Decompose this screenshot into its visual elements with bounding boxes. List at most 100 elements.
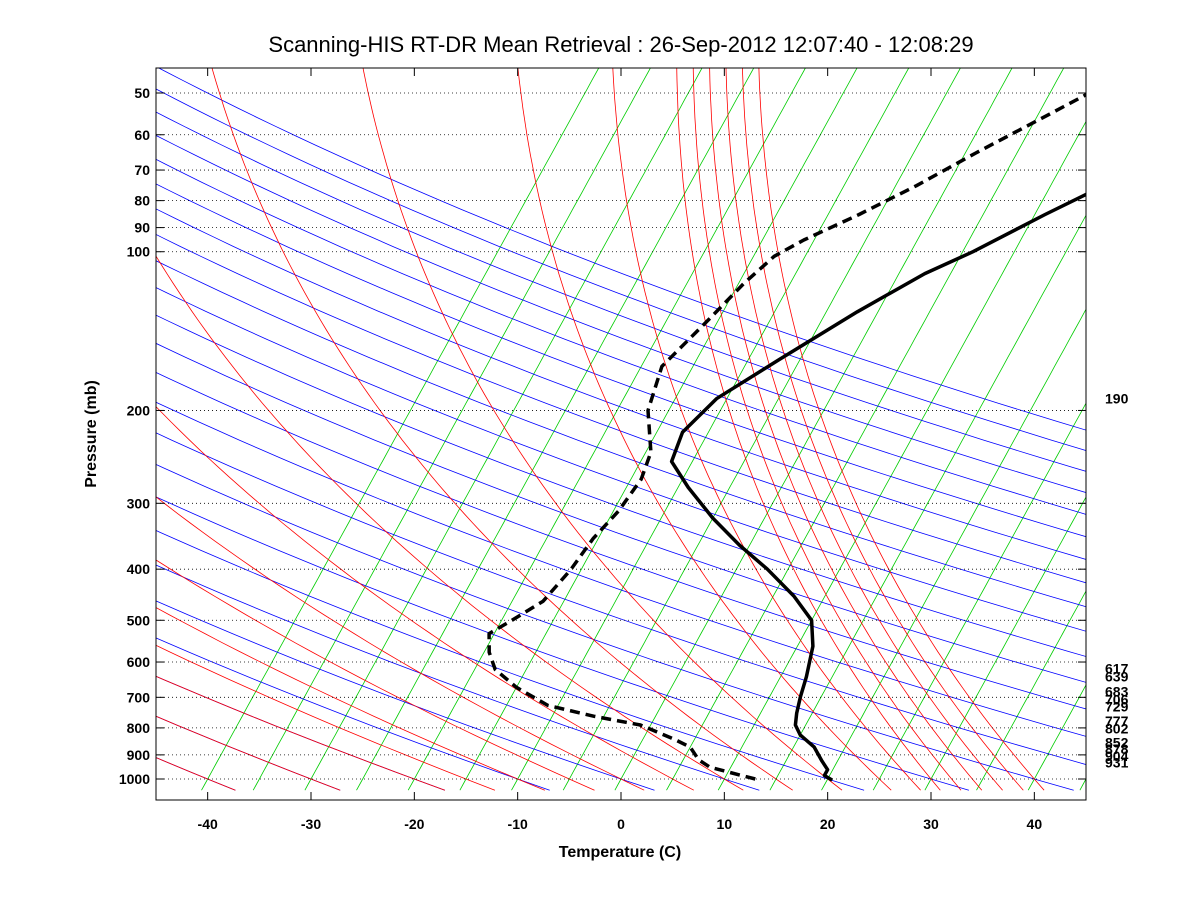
mixing-ratio-line-5 bbox=[459, 68, 858, 791]
x-tick-label: -20 bbox=[404, 816, 424, 832]
sounding-series bbox=[487, 92, 1086, 782]
y-tick-label: 900 bbox=[127, 747, 151, 763]
x-tick-label: -10 bbox=[508, 816, 528, 832]
x-tick-label: 10 bbox=[717, 816, 733, 832]
dry-adiabat-13 bbox=[156, 314, 1086, 657]
y-tick-label: 800 bbox=[127, 720, 151, 736]
dry-adiabat-8 bbox=[156, 463, 1074, 791]
dry-adiabat-1 bbox=[156, 715, 341, 791]
x-axis-label: Temperature (C) bbox=[559, 844, 681, 861]
background-lines bbox=[156, 53, 1200, 791]
x-axis: -40 -30 -20 -10 0 10 20 30 40 bbox=[198, 68, 1043, 832]
mixing-ratio-line-9 bbox=[666, 68, 1065, 791]
mixing-ratio-line-19 bbox=[1183, 53, 1200, 790]
side-label: 639 bbox=[1105, 668, 1129, 684]
x-tick-label: 40 bbox=[1027, 816, 1043, 832]
y-axis-label: Pressure (mb) bbox=[83, 380, 100, 488]
side-label: 852 bbox=[1105, 734, 1129, 750]
pressure-gridlines bbox=[156, 92, 1086, 780]
side-label: 777 bbox=[1105, 713, 1129, 729]
dry-adiabat-15 bbox=[156, 260, 1086, 608]
y-tick-label: 300 bbox=[127, 495, 151, 511]
x-tick-label: 0 bbox=[617, 816, 625, 832]
y-tick-label: 700 bbox=[127, 689, 151, 705]
dry-adiabat-16 bbox=[156, 234, 1086, 584]
moist-adiabat-6 bbox=[156, 496, 645, 791]
side-label: 802 bbox=[1105, 720, 1129, 736]
mixing-ratio-line-8 bbox=[614, 68, 1013, 791]
moist-adiabat-5 bbox=[156, 559, 595, 791]
dry-adiabat-17 bbox=[156, 208, 1086, 560]
moist-adiabat-2 bbox=[156, 675, 446, 791]
moist-adiabat-11 bbox=[517, 68, 892, 791]
mixing-ratio-line-3 bbox=[356, 68, 755, 791]
side-label: 904 bbox=[1105, 748, 1129, 764]
y-tick-label: 70 bbox=[134, 162, 150, 178]
x-tick-label: 20 bbox=[820, 816, 836, 832]
dry-adiabat-7 bbox=[156, 496, 970, 791]
x-tick-label: 30 bbox=[923, 816, 939, 832]
y-tick-label: 90 bbox=[134, 220, 150, 236]
y-tick-label: 100 bbox=[127, 244, 151, 260]
plot-frame bbox=[155, 67, 1087, 801]
dry-adiabat-20 bbox=[156, 134, 1086, 494]
mixing-ratio-line-13 bbox=[872, 402, 1086, 791]
dry-adiabat-9 bbox=[156, 432, 1086, 765]
mixing-ratio-line-2 bbox=[304, 68, 703, 791]
dry-adiabat-19 bbox=[156, 158, 1086, 515]
mixing-ratio-line-6 bbox=[511, 68, 910, 791]
mixing-ratio-line-7 bbox=[562, 68, 961, 791]
moist-adiabat-18 bbox=[758, 68, 1045, 791]
y-tick-label: 50 bbox=[134, 85, 150, 101]
y-axis: 50 60 70 80 90 100 200 300 400 500 600 700 800 900 100… bbox=[119, 85, 1086, 787]
dry-adiabat-23 bbox=[157, 68, 1086, 431]
side-label: 706 bbox=[1105, 691, 1129, 707]
dry-adiabat-4 bbox=[156, 600, 655, 791]
x-tick-label: -40 bbox=[198, 816, 218, 832]
moist-adiabat-15 bbox=[709, 68, 983, 791]
dewpoint-line bbox=[487, 92, 1086, 781]
side-label: 931 bbox=[1105, 755, 1129, 771]
dry-adiabat-5 bbox=[156, 564, 760, 791]
mixing-ratio-line-14 bbox=[924, 496, 1086, 791]
moist-adiabat-17 bbox=[742, 68, 1024, 791]
side-label: 729 bbox=[1105, 699, 1129, 715]
moist-adiabat-10 bbox=[362, 68, 843, 791]
y-tick-label: 60 bbox=[134, 127, 150, 143]
x-tick-label: -30 bbox=[301, 816, 321, 832]
mixing-ratio-line-1 bbox=[252, 68, 651, 791]
side-label: 878 bbox=[1105, 741, 1129, 757]
moist-adiabat-14 bbox=[692, 68, 962, 791]
dry-adiabat-10 bbox=[156, 401, 1086, 737]
moist-adiabat-13 bbox=[676, 68, 941, 791]
moist-adiabat-9 bbox=[211, 68, 793, 791]
y-tick-label: 1000 bbox=[119, 771, 150, 787]
dry-adiabat-11 bbox=[156, 371, 1086, 710]
y-tick-label: 200 bbox=[127, 402, 151, 418]
dry-adiabat-18 bbox=[156, 183, 1086, 538]
mixing-ratio-line-11 bbox=[769, 214, 1086, 791]
mixing-ratio-line-4 bbox=[407, 68, 806, 791]
dry-adiabat-0 bbox=[156, 757, 236, 791]
dry-adiabat-3 bbox=[156, 637, 550, 791]
temperature-line bbox=[669, 192, 1086, 782]
dry-adiabat-12 bbox=[156, 342, 1086, 683]
mixing-ratio-line-10 bbox=[717, 120, 1086, 791]
moist-adiabat-8 bbox=[156, 255, 744, 791]
mixing-ratio-line-17 bbox=[1079, 778, 1086, 791]
moist-adiabat-1 bbox=[156, 715, 341, 791]
moist-adiabat-4 bbox=[156, 607, 545, 791]
moist-adiabat-16 bbox=[725, 68, 1003, 791]
mixing-ratio-line-18 bbox=[1132, 53, 1200, 790]
moist-adiabat-3 bbox=[156, 644, 496, 791]
y-tick-label: 500 bbox=[127, 612, 151, 628]
mixing-ratio-line-0 bbox=[201, 68, 600, 791]
side-label: 683 bbox=[1105, 684, 1129, 700]
mixing-ratio-line-15 bbox=[976, 590, 1086, 791]
y-tick-label: 400 bbox=[127, 561, 151, 577]
chart-title: Scanning-HIS RT-DR Mean Retrieval : 26-S… bbox=[268, 32, 973, 57]
y-tick-label: 600 bbox=[127, 654, 151, 670]
moist-adiabat-7 bbox=[156, 406, 694, 791]
